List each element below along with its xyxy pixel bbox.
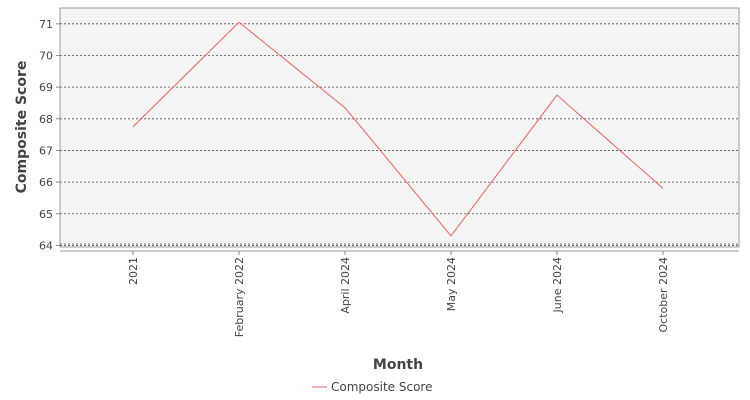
plot-background [59, 7, 740, 248]
y-tick-label: 68 [39, 113, 53, 126]
x-tick-label: June 2024 [551, 257, 564, 313]
y-tick-label: 67 [39, 144, 53, 157]
data-point [344, 106, 347, 109]
x-tick-label: May 2024 [445, 257, 458, 311]
x-tick-label: February 2022 [233, 257, 246, 337]
series-line [132, 21, 664, 237]
y-tick-label: 66 [39, 176, 53, 189]
y-tick-label: 64 [39, 239, 53, 252]
series-layer [132, 21, 665, 237]
x-tick-label: October 2024 [657, 257, 670, 333]
gridlines [60, 23, 739, 246]
data-point [450, 234, 453, 237]
y-tick-label: 65 [39, 208, 53, 221]
data-point [132, 125, 135, 128]
x-axis-title: Month [373, 357, 423, 373]
data-point [556, 94, 559, 97]
x-axis: 2021 February 2022 April 2024 May 2024 June … [60, 250, 739, 337]
data-point [662, 187, 665, 190]
data-point [238, 21, 241, 24]
y-tick-label: 71 [39, 18, 53, 31]
legend-label: Composite Score [331, 380, 432, 394]
x-tick-label: 2021 [127, 257, 140, 285]
y-axis: 64 65 66 67 68 69 70 71 [39, 18, 60, 252]
y-axis-title: Composite Score [14, 61, 30, 194]
y-tick-label: 69 [39, 81, 53, 94]
y-tick-label: 70 [39, 49, 53, 62]
x-tick-label: April 2024 [339, 257, 352, 314]
legend: Composite Score [312, 380, 432, 394]
